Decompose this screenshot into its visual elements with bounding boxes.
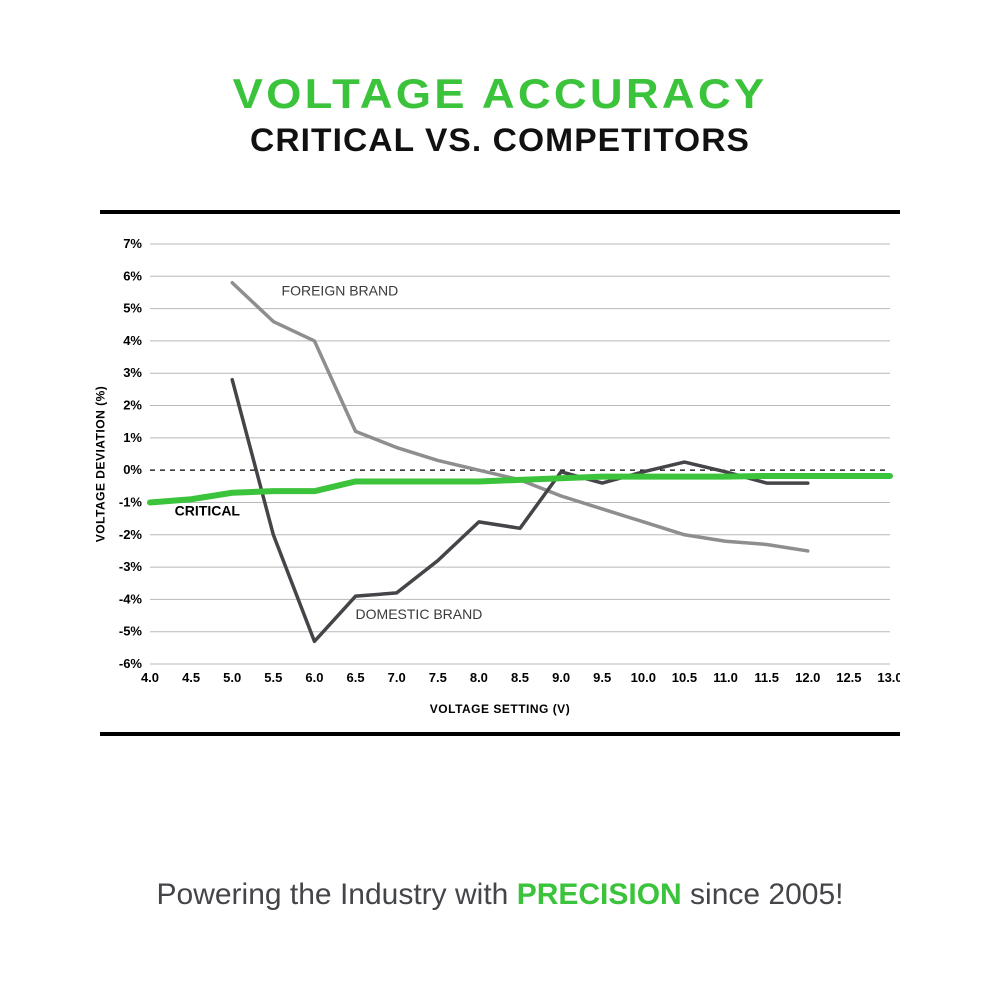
svg-text:FOREIGN BRAND: FOREIGN BRAND [282, 283, 399, 299]
svg-text:-4%: -4% [119, 591, 143, 606]
svg-text:4.0: 4.0 [141, 670, 159, 685]
svg-text:5.5: 5.5 [264, 670, 282, 685]
chart-container: VOLTAGE DEVIATION (%) -6%-5%-4%-3%-2%-1%… [100, 210, 900, 736]
plot-region: VOLTAGE DEVIATION (%) -6%-5%-4%-3%-2%-1%… [100, 234, 900, 694]
footer-accent: PRECISION [517, 878, 682, 911]
svg-text:CRITICAL: CRITICAL [175, 502, 241, 518]
svg-text:8.5: 8.5 [511, 670, 529, 685]
svg-text:6.0: 6.0 [305, 670, 323, 685]
title-sub: CRITICAL VS. COMPETITORS [0, 122, 1000, 159]
chart-bottom-rule [100, 732, 900, 736]
svg-text:5.0: 5.0 [223, 670, 241, 685]
footer-tagline: Powering the Industry with PRECISION sin… [0, 878, 1000, 912]
svg-text:-2%: -2% [119, 527, 143, 542]
svg-text:2%: 2% [123, 398, 142, 413]
svg-text:13.0: 13.0 [877, 670, 900, 685]
svg-text:11.0: 11.0 [713, 670, 738, 685]
title-main: VOLTAGE ACCURACY [0, 70, 1000, 118]
svg-text:4.5: 4.5 [182, 670, 200, 685]
chart-top-rule [100, 210, 900, 214]
svg-text:5%: 5% [123, 301, 142, 316]
svg-text:1%: 1% [123, 430, 142, 445]
svg-text:6.5: 6.5 [347, 670, 365, 685]
svg-text:6%: 6% [123, 268, 142, 283]
svg-text:DOMESTIC BRAND: DOMESTIC BRAND [356, 606, 483, 622]
svg-text:12.5: 12.5 [836, 670, 861, 685]
title-block: VOLTAGE ACCURACY CRITICAL VS. COMPETITOR… [0, 0, 1000, 159]
footer-pre: Powering the Industry with [157, 878, 517, 911]
svg-text:3%: 3% [123, 365, 142, 380]
y-axis-title: VOLTAGE DEVIATION (%) [93, 386, 107, 543]
svg-text:9.5: 9.5 [593, 670, 611, 685]
svg-text:-3%: -3% [119, 559, 143, 574]
svg-text:4%: 4% [123, 333, 142, 348]
svg-text:7%: 7% [123, 236, 142, 251]
svg-text:7.0: 7.0 [388, 670, 406, 685]
x-axis-title: VOLTAGE SETTING (V) [100, 702, 900, 716]
svg-text:-1%: -1% [119, 494, 143, 509]
footer-post: since 2005! [682, 878, 844, 911]
svg-text:12.0: 12.0 [795, 670, 820, 685]
svg-text:11.5: 11.5 [754, 670, 779, 685]
svg-text:10.0: 10.0 [631, 670, 656, 685]
svg-text:7.5: 7.5 [429, 670, 447, 685]
svg-text:-5%: -5% [119, 624, 143, 639]
svg-text:9.0: 9.0 [552, 670, 570, 685]
svg-text:8.0: 8.0 [470, 670, 488, 685]
svg-text:10.5: 10.5 [672, 670, 697, 685]
svg-text:-6%: -6% [119, 656, 143, 671]
svg-text:0%: 0% [123, 462, 142, 477]
chart-svg: -6% -5% -4% -3% -2% -1% 0% 1% 2% 3% 4% 5% 6% 7% 4.0 4.5… [100, 234, 900, 694]
